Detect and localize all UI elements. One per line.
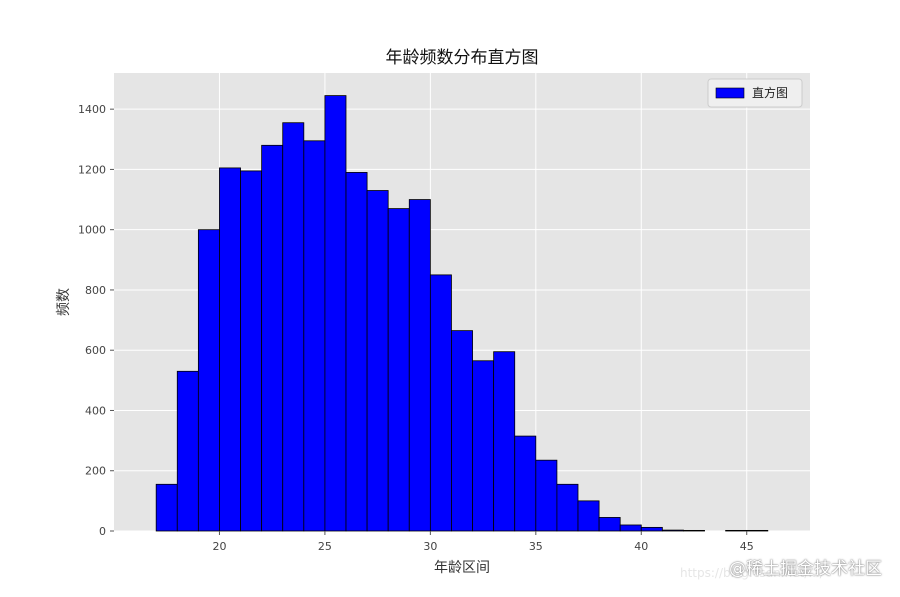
y-tick-label: 1200 xyxy=(78,163,106,176)
histogram-bar xyxy=(556,483,579,532)
histogram-bar xyxy=(176,370,199,532)
x-tick-label: 25 xyxy=(318,540,332,553)
histogram-bar xyxy=(535,459,558,532)
y-tick-label: 1400 xyxy=(78,103,106,116)
histogram-bar xyxy=(451,330,473,532)
watermark: @稀土掘金技术社区 xyxy=(729,559,882,579)
x-axis-label: 年龄区间 xyxy=(434,560,490,576)
x-tick-label: 35 xyxy=(529,540,543,553)
y-tick-label: 0 xyxy=(99,525,106,538)
x-tick-label: 40 xyxy=(634,540,648,553)
histogram-bar xyxy=(640,526,663,532)
histogram-bar xyxy=(197,229,220,532)
histogram-bar xyxy=(746,529,769,532)
y-tick-label: 800 xyxy=(85,284,106,297)
histogram-bar xyxy=(324,95,347,532)
x-tick-label: 45 xyxy=(740,540,754,553)
histogram-bar xyxy=(282,122,305,532)
histogram-bar xyxy=(345,172,368,532)
y-axis-ticks: 0 200 400 600 800 1000 1200 1400 xyxy=(78,103,114,538)
histogram-bar xyxy=(619,524,642,532)
y-tick-label: 200 xyxy=(85,465,106,478)
histogram-bar xyxy=(514,435,537,532)
histogram-bar xyxy=(408,199,431,532)
chart-title: 年龄频数分布直方图 xyxy=(386,48,539,68)
x-tick-label: 30 xyxy=(423,540,437,553)
bars xyxy=(155,95,769,532)
x-axis-ticks: 20 25 30 35 40 45 xyxy=(212,531,754,553)
histogram-bar xyxy=(387,208,410,532)
histogram-bar xyxy=(366,190,389,532)
histogram-bar xyxy=(598,517,621,532)
y-tick-label: 600 xyxy=(85,344,106,357)
histogram-bar xyxy=(155,483,178,532)
histogram-bar xyxy=(261,144,284,532)
y-tick-label: 1000 xyxy=(78,224,106,237)
legend: 直方图 xyxy=(707,78,803,108)
y-tick-label: 400 xyxy=(85,404,106,417)
legend-swatch xyxy=(715,87,745,99)
histogram-bar xyxy=(472,360,495,532)
histogram-bar xyxy=(493,351,516,532)
histogram-bar xyxy=(219,167,241,532)
histogram-bar xyxy=(661,529,684,532)
histogram-bar xyxy=(683,529,705,532)
histogram-bar xyxy=(240,170,263,532)
legend-label: 直方图 xyxy=(752,85,788,100)
legend-box xyxy=(707,78,803,108)
y-axis-label: 频数 xyxy=(56,288,72,316)
histogram-bar xyxy=(429,274,452,532)
x-tick-label: 20 xyxy=(212,540,226,553)
watermark-url: https://blog.csdn.net/.../ xyxy=(680,566,824,580)
histogram-bar xyxy=(577,500,600,532)
histogram-bar xyxy=(303,140,326,532)
histogram-bar xyxy=(725,529,748,532)
